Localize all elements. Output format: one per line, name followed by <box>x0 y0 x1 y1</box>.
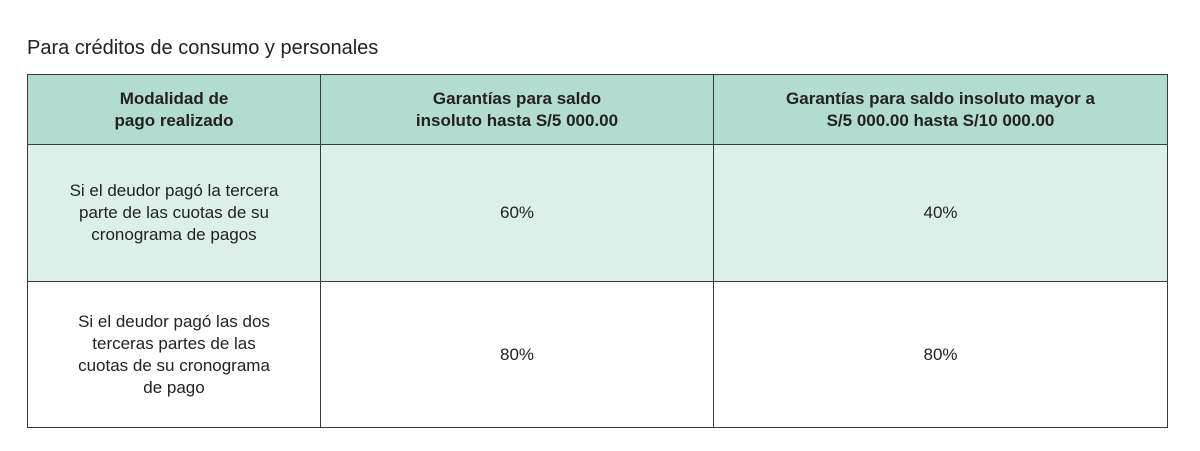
title: Para créditos de consumo y personales <box>27 37 379 59</box>
guarantee-table: Modalidad de pago realizado Garantías pa… <box>27 74 1168 428</box>
header-cell: Garantías para saldo insoluto hasta S/5 … <box>320 74 714 145</box>
header-row: Modalidad de pago realizado Garantías pa… <box>27 74 1168 145</box>
cell: 80% <box>713 281 1168 428</box>
cell: Si el deudor pagó la tercera parte de la… <box>27 144 321 282</box>
cell: 40% <box>713 144 1168 282</box>
cell: 60% <box>320 144 714 282</box>
row: Si el deudor pagó la tercera parte de la… <box>27 144 1168 282</box>
header-cell: Garantías para saldo insoluto mayor a S/… <box>713 74 1168 145</box>
cell: Si el deudor pagó las dos terceras parte… <box>27 281 321 428</box>
cell: 80% <box>320 281 714 428</box>
row: Si el deudor pagó las dos terceras parte… <box>27 281 1168 428</box>
header-cell: Modalidad de pago realizado <box>27 74 321 145</box>
